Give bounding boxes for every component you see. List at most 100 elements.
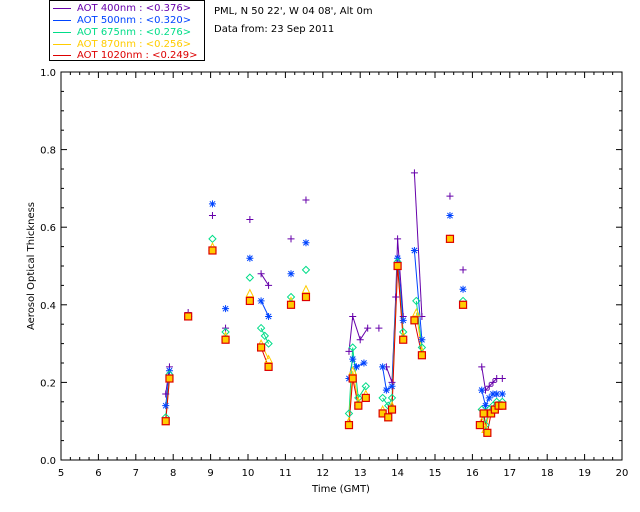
plot-frame [60,71,623,461]
x-tick-label: 13 [354,468,367,479]
legend-label-500nm: AOT 500nm : <0.320> [77,15,192,26]
series-markers-4 [161,234,507,437]
data-point [264,362,273,371]
data-point [458,300,468,309]
data-point [481,402,489,410]
x-tick-label: 11 [279,468,292,479]
data-point [394,235,402,243]
data-point [301,292,311,302]
x-tick-label: 10 [242,468,255,479]
data-point [483,428,492,437]
data-point [349,355,357,363]
data-point [479,409,488,418]
data-point [382,386,390,394]
data-point [162,390,170,398]
data-point [221,335,230,344]
x-axis-title: Time (GMT) [311,484,370,495]
x-tick-label: 18 [541,468,554,479]
data-point [478,386,486,394]
data-point [498,375,506,383]
x-tick-label: 16 [466,468,479,479]
x-tick-label: 15 [429,468,442,479]
series-1 [165,250,503,408]
data-point [352,363,360,371]
legend-entry-1020nm: AOT 1020nm : <0.249> [53,50,197,61]
data-point [399,335,408,344]
data-point [221,327,230,337]
data-point [417,343,427,352]
data-point [208,200,216,208]
x-tick-label: 6 [95,468,101,479]
data-point [301,265,311,275]
data-point [222,305,230,313]
data-point [256,323,266,333]
data-point [475,420,484,430]
data-point [392,293,400,301]
data-point [161,417,170,426]
date-info: Data from: 23 Sep 2011 [214,24,335,35]
data-point [379,363,387,371]
data-point [264,354,273,364]
data-point [493,390,501,398]
data-point [498,390,506,398]
legend-label-870nm: AOT 870nm : <0.256> [77,39,192,50]
data-point [257,297,265,305]
series-2 [165,262,503,426]
x-tick-label: 17 [503,468,516,479]
data-point [384,413,393,422]
data-point [410,169,418,177]
legend-entry-400nm: AOT 400nm : <0.376> [53,3,191,14]
chart-series [161,169,507,437]
x-tick-label: 8 [170,468,176,479]
legend-swatch-400nm [53,7,71,9]
data-point [387,405,397,414]
data-point [354,393,363,403]
data-point [260,331,270,341]
legend-swatch-675nm [53,31,71,33]
data-point [265,281,273,289]
series-0 [165,172,503,395]
data-point [246,215,254,223]
data-point [287,270,295,278]
data-point [348,374,357,383]
x-tick-label: 9 [207,468,213,479]
data-point [162,402,170,410]
data-point [388,382,396,390]
data-point [344,420,354,430]
x-tick-label: 12 [316,468,329,479]
series-line [413,172,423,317]
legend-label-400nm: AOT 400nm : <0.376> [77,3,192,14]
data-point [286,292,296,302]
data-point [287,235,295,243]
data-point [208,212,216,220]
data-point [356,336,364,344]
data-point [361,393,370,403]
data-point [364,324,372,332]
data-point [478,363,486,371]
x-tick-label: 7 [133,468,139,479]
legend-swatch-1020nm [53,54,71,56]
series-markers-1 [162,200,506,410]
data-point [348,343,357,352]
data-point [165,374,174,383]
series-markers-0 [162,169,506,398]
data-point [418,336,426,344]
legend: AOT 400nm : <0.376> AOT 500nm : <0.320> … [49,0,205,61]
data-point [459,266,467,274]
data-point [410,246,418,254]
data-point [459,285,467,293]
data-point [446,192,454,200]
chart-axes: 5 6 7 8 9 10 11 12 13 14 15 16 17 18 19 20 0.0 0.2 0.4 0.6 0… [40,68,628,479]
data-point [489,390,497,398]
data-point [302,239,310,247]
data-point [375,324,383,332]
legend-swatch-870nm [53,43,71,45]
series-markers-3 [161,234,507,433]
series-line [260,300,270,317]
x-tick-label: 19 [578,468,591,479]
data-point [301,284,311,294]
data-point [208,246,217,255]
data-point [446,212,454,220]
y-tick-label: 1.0 [40,68,56,79]
